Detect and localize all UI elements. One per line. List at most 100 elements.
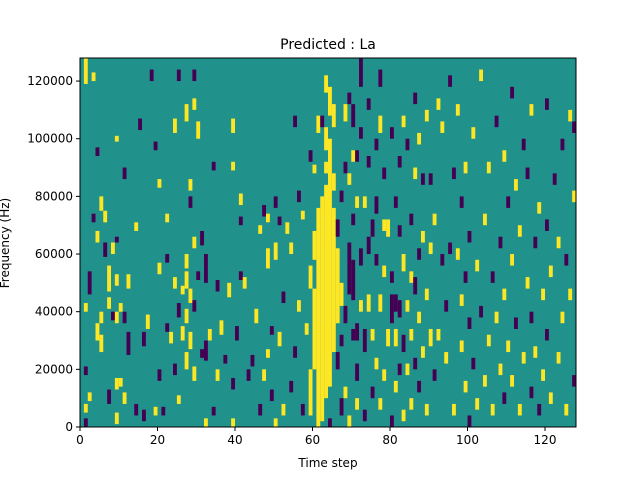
heatmap-cell <box>273 418 278 427</box>
heatmap-cell <box>157 369 162 381</box>
heatmap-cell <box>455 248 460 260</box>
heatmap-cell <box>452 403 456 416</box>
heatmap-cell <box>486 334 491 347</box>
heatmap-cell <box>328 86 332 116</box>
heatmap-cell <box>397 300 402 318</box>
heatmap-cell <box>328 418 332 427</box>
heatmap-cell <box>238 271 243 280</box>
heatmap-cell <box>204 340 208 361</box>
heatmap-cell <box>192 69 197 82</box>
heatmap-cell <box>490 271 495 283</box>
heatmap-cell <box>370 386 375 399</box>
heatmap-cell <box>114 274 119 286</box>
heatmap-cell <box>548 265 553 278</box>
heatmap-cell <box>180 285 185 295</box>
heatmap-cell <box>382 167 387 180</box>
heatmap-cell <box>386 219 391 237</box>
heatmap-cell <box>564 254 569 266</box>
heatmap-cell <box>235 326 239 341</box>
heatmap-cell <box>455 104 460 116</box>
heatmap-cell <box>467 230 472 243</box>
heatmap-cell <box>355 363 360 381</box>
heatmap-cell <box>188 196 193 208</box>
y-axis-label: Frequency (Hz) <box>0 198 12 289</box>
heatmap-cell <box>545 219 549 231</box>
heatmap-cell <box>444 352 449 364</box>
heatmap-cell <box>490 403 495 416</box>
heatmap-cell <box>99 334 104 353</box>
heatmap-cell <box>227 282 232 298</box>
heatmap-cell <box>211 406 216 416</box>
heatmap-cell <box>537 202 542 214</box>
heatmap-cell <box>335 352 340 370</box>
heatmap-cell <box>428 173 433 185</box>
heatmap-cell <box>308 369 313 416</box>
heatmap-cell <box>393 380 398 393</box>
y-tick-label: 40000 <box>35 305 73 319</box>
heatmap-cell <box>452 167 456 180</box>
heatmap-cell <box>525 167 530 180</box>
heatmap-cell <box>459 340 464 353</box>
heatmap-cell <box>184 352 189 370</box>
heatmap-cell <box>548 392 553 404</box>
heatmap-cell <box>498 363 503 376</box>
heatmap-cell <box>219 320 224 335</box>
heatmap-cell <box>390 271 394 283</box>
heatmap-cell <box>494 311 499 324</box>
heatmap-cell <box>347 242 352 295</box>
heatmap-cell <box>324 184 329 399</box>
heatmap-cell <box>312 164 317 174</box>
heatmap-cell <box>506 196 511 208</box>
heatmap-cell <box>475 398 480 410</box>
heatmap-cell <box>448 242 453 255</box>
heatmap-cell <box>331 104 336 128</box>
heatmap-cell <box>413 92 418 105</box>
heatmap-cell <box>215 369 220 381</box>
heatmap-cell <box>118 377 123 387</box>
heatmap-cell <box>83 403 88 413</box>
heatmap-cell <box>510 254 515 266</box>
heatmap-cell <box>273 196 278 208</box>
heatmap-cell <box>343 161 348 174</box>
heatmap-cell <box>529 386 534 399</box>
heatmap-cell <box>467 415 472 427</box>
heatmap-cell <box>424 109 429 122</box>
heatmap-cell <box>409 213 414 226</box>
heatmap-cell <box>413 277 418 295</box>
heatmap-cell <box>192 98 197 110</box>
heatmap-cell <box>545 328 549 341</box>
heatmap-cell <box>215 279 220 292</box>
heatmap-cell <box>138 118 143 131</box>
heatmap-cell <box>366 98 371 110</box>
heatmap-cell <box>506 340 511 353</box>
heatmap-cell <box>281 403 286 416</box>
heatmap-cell <box>188 331 193 350</box>
heatmap-cell <box>374 254 379 266</box>
heatmap-cell <box>293 346 298 358</box>
heatmap-cell <box>188 288 193 304</box>
heatmap-cell <box>231 118 236 133</box>
heatmap-cell <box>417 248 422 260</box>
heatmap-cell <box>568 288 573 301</box>
heatmap-cell <box>320 196 325 422</box>
heatmap-cell <box>483 375 487 387</box>
heatmap-cell <box>91 213 96 223</box>
heatmap-cells <box>83 58 577 427</box>
heatmap-cell <box>335 248 340 324</box>
heatmap-cell <box>308 265 313 289</box>
heatmap-cell <box>421 230 425 243</box>
heatmap-cell <box>401 409 406 422</box>
heatmap-cell <box>87 392 92 402</box>
heatmap-cell <box>266 349 270 358</box>
heatmap-cell <box>114 412 119 425</box>
heatmap-cell <box>207 328 212 341</box>
heatmap-cell <box>145 314 150 329</box>
y-tick-label: 60000 <box>35 247 73 261</box>
heatmap-cell <box>417 132 422 145</box>
heatmap-cell <box>339 190 344 203</box>
heatmap-cell <box>382 369 387 381</box>
heatmap-cell <box>343 386 348 399</box>
y-tick-label: 100000 <box>27 132 73 146</box>
heatmap-cell <box>467 317 472 329</box>
